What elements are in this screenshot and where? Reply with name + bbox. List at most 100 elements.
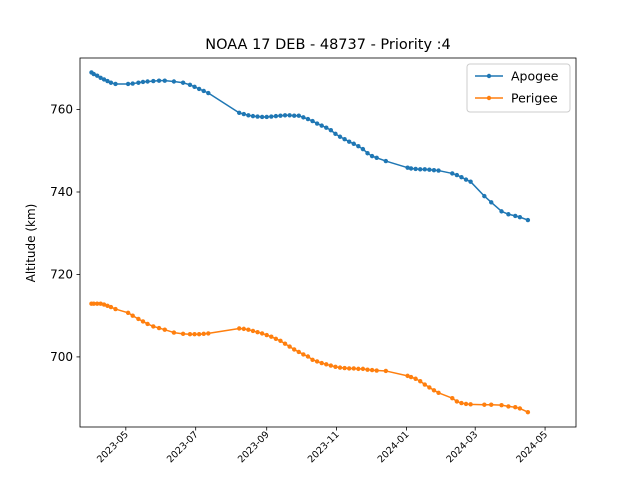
perigee-point [301,352,306,357]
apogee-point [333,131,338,137]
apogee-point [98,75,103,80]
apogee-point [351,141,356,146]
perigee-point [324,362,329,367]
perigee-point [463,401,469,407]
perigee-point [171,330,177,335]
apogee-point [513,213,518,219]
apogee-point [296,113,301,118]
apogee-point [418,167,423,172]
y-tick-label: 760 [50,103,73,117]
apogee-point [187,82,193,88]
perigee-point [427,385,432,390]
apogee-point [301,115,306,120]
apogee-point [314,121,320,126]
perigee-point [140,319,146,324]
perigee-point [383,368,389,374]
perigee-point [206,331,211,336]
perigee-point [360,366,366,372]
perigee-point [405,373,410,379]
apogee-point [287,113,292,118]
apogee-point [278,113,283,118]
apogee-point [206,90,211,96]
apogee-point [310,118,315,124]
perigee-point [525,409,531,415]
apogee-point [151,78,156,84]
perigee-point [91,301,96,306]
axes-frame [79,57,577,428]
perigee-point [192,332,197,337]
apogee-point [91,71,96,77]
perigee-point [287,344,292,349]
apogee-point [241,111,247,117]
perigee-point [499,402,504,408]
perigee-point [337,365,343,370]
apogee-point [101,77,107,82]
perigee-point [342,365,347,371]
apogee-point [192,84,197,90]
perigee-point [422,382,427,387]
perigee-point [413,376,418,381]
perigee-point [468,402,473,407]
perigee-point [187,332,193,337]
apogee-point [282,113,288,118]
apogee-point [405,165,410,170]
perigee-point [250,328,256,334]
perigee-point [180,331,186,337]
perigee-point [310,357,315,362]
apogee-point [328,127,334,133]
apogee-point [273,113,279,119]
perigee-point [369,367,375,373]
perigee-point [151,324,156,329]
apogee-point [105,78,110,84]
perigee-point [246,327,251,332]
apogee-point [250,113,256,119]
apogee-point [499,209,504,214]
perigee-point [101,302,107,307]
apogee-point [346,139,352,144]
apogee-point [413,166,418,172]
perigee-point [201,331,206,337]
perigee-point [365,367,370,372]
y-tick-label: 700 [50,350,73,364]
perigee-point [436,390,441,395]
perigee-point [482,402,487,407]
perigee-point [506,404,511,409]
apogee-point [454,172,460,178]
perigee-point [125,310,131,315]
perigee-point [108,304,114,310]
perigee-point [346,366,352,371]
perigee-point [328,363,334,368]
apogee-point [468,179,473,184]
apogee-point [517,214,523,220]
apogee-point [337,134,343,139]
perigee-point [408,374,414,380]
apogee-point [431,167,437,173]
apogee-point [356,144,361,149]
perigee-point [489,402,494,407]
perigee-point [450,395,455,401]
perigee-point [241,326,247,332]
apogee-point [237,110,242,116]
apogee-point [156,78,162,83]
perigee-point [513,405,518,410]
apogee-point [360,146,366,152]
apogee-point [374,155,379,160]
perigee-point [145,321,150,327]
apogee-point [463,177,469,182]
apogee-point [506,212,511,217]
apogee-point [125,81,131,87]
apogee-point [196,86,202,92]
apogee-point [450,171,455,176]
perigee-point [269,334,274,339]
apogee-point [422,167,427,172]
y-axis-label: Altitude (km) [24,204,38,283]
apogee-point [246,113,251,118]
y-tick-label: 720 [50,267,73,281]
apogee-point [201,88,206,94]
perigee-point [113,306,118,312]
legend-apogee-marker [486,73,492,79]
apogee-point [427,167,432,172]
perigee-point [98,301,103,306]
perigee-point [130,313,135,318]
